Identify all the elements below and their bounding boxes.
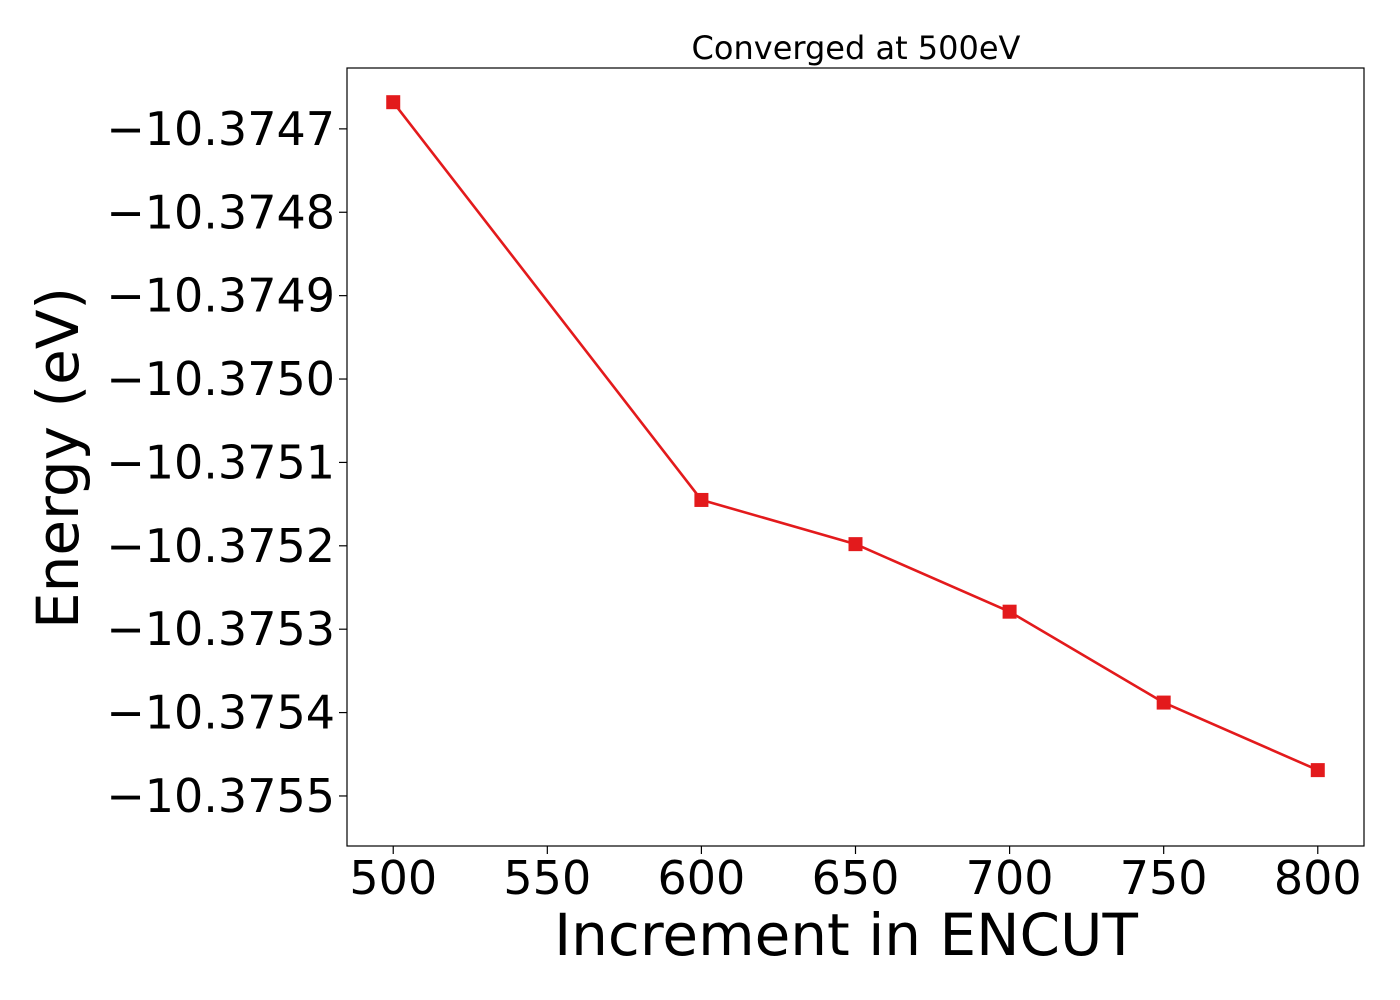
y-tick-label: −10.3749 xyxy=(106,269,335,323)
x-tick-label: 800 xyxy=(1274,851,1362,905)
y-tick-label: −10.3755 xyxy=(106,769,335,823)
plot-area: 500 550 600 650 700 750 800 −10.3747 −10.3748 −10… xyxy=(106,67,1365,905)
y-tick-label: −10.3753 xyxy=(106,602,335,656)
x-tick-label: 650 xyxy=(812,851,900,905)
data-point-marker xyxy=(848,537,863,552)
y-axis-label: Energy (eV) xyxy=(24,287,92,629)
data-point-marker xyxy=(1156,695,1171,710)
x-tick-label: 550 xyxy=(503,851,591,905)
y-tick-label: −10.3751 xyxy=(106,435,335,489)
x-tick-label: 600 xyxy=(658,851,746,905)
y-tick-label: −10.3748 xyxy=(106,185,335,239)
y-tick-label: −10.3754 xyxy=(106,686,335,740)
data-point-marker xyxy=(1310,763,1325,778)
x-tick-label: 700 xyxy=(966,851,1054,905)
y-tick-label: −10.3750 xyxy=(106,352,335,406)
chart-title: Converged at 500eV xyxy=(692,29,1021,67)
series-line xyxy=(392,101,1319,772)
x-axis-label: Increment in ENCUT xyxy=(554,901,1138,969)
data-point-marker xyxy=(694,492,709,507)
x-tick-label: 500 xyxy=(349,851,437,905)
data-point-marker xyxy=(1002,604,1017,619)
data-point-marker xyxy=(386,95,401,110)
y-tick-label: −10.3752 xyxy=(106,519,335,573)
y-tick-label: −10.3747 xyxy=(106,102,335,156)
x-tick-label: 750 xyxy=(1120,851,1208,905)
